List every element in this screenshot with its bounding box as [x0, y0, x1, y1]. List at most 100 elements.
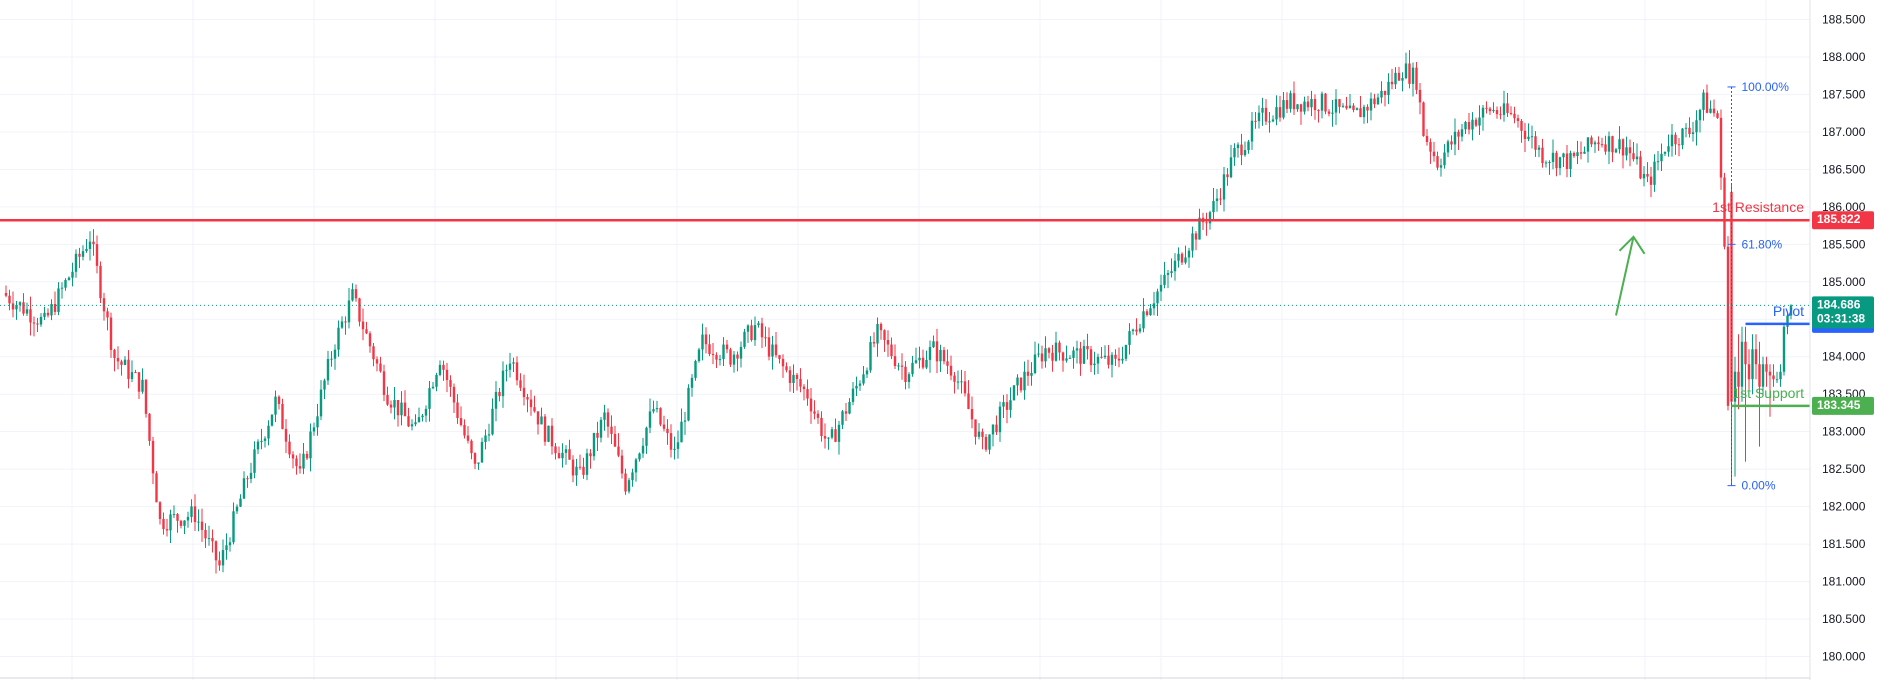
candle-bearish [1450, 141, 1453, 145]
candle-bullish [561, 452, 564, 459]
candle-bullish [1733, 371, 1737, 402]
candle-bearish [778, 355, 781, 359]
candle-bearish [246, 478, 249, 480]
candle-bearish [1026, 371, 1030, 376]
candle-bearish [872, 342, 876, 344]
candle-bearish [92, 241, 95, 245]
candle-bearish [277, 396, 281, 405]
candle-bearish [1194, 233, 1198, 240]
candle-bearish [1327, 111, 1331, 114]
candle-bullish [239, 498, 242, 507]
candle-bullish [260, 440, 263, 442]
candle-bearish [127, 359, 130, 379]
candle-bearish [1488, 108, 1492, 112]
candle-bullish [1257, 112, 1261, 122]
price-tick-label: 187.000 [1822, 125, 1866, 139]
candle-bullish [249, 472, 253, 479]
candle-bullish [1443, 152, 1446, 166]
candle-bearish [113, 349, 116, 358]
candle-bullish [232, 511, 235, 543]
candle-bearish [305, 453, 309, 459]
candle-bullish [1653, 161, 1656, 185]
candle-bearish [1432, 151, 1436, 157]
candle-bullish [1583, 151, 1586, 154]
candle-bullish [1439, 165, 1443, 168]
candle-bullish [221, 550, 225, 566]
candle-bearish [1744, 341, 1747, 365]
candle-bullish [1198, 217, 1201, 240]
candle-bearish [1107, 355, 1110, 365]
candle-bearish [361, 321, 365, 330]
candle-bullish [1131, 329, 1135, 332]
candle-bearish [281, 404, 284, 429]
candle-bearish [1737, 371, 1740, 387]
candle-bullish [627, 480, 631, 492]
candle-bearish [764, 337, 767, 339]
candle-bullish [43, 312, 46, 317]
candle-bearish [533, 407, 536, 412]
candle-bullish [718, 359, 722, 361]
candle-bearish [1674, 134, 1677, 145]
candle-bullish [956, 381, 960, 383]
candle-bearish [1639, 156, 1642, 179]
candle-bullish [81, 251, 85, 257]
candle-bullish [1233, 148, 1236, 158]
candle-bearish [1572, 153, 1576, 157]
candle-bullish [1023, 371, 1026, 391]
price-tick-label: 188.000 [1822, 50, 1866, 64]
fibonacci-layer: 100.00% 61.80% 0.00% [1727, 80, 1790, 493]
candle-bullish [1530, 136, 1534, 138]
candle-bullish [71, 271, 74, 278]
candle-bullish [1310, 99, 1313, 108]
candle-bearish [774, 344, 778, 356]
candle-bullish [1247, 141, 1250, 151]
candle-bearish [1747, 364, 1751, 380]
candle-bearish [1373, 98, 1376, 105]
candle-bullish [484, 435, 487, 442]
candle-bullish [410, 424, 414, 427]
candle-bearish [1366, 106, 1369, 111]
candle-bullish [1625, 147, 1628, 156]
candle-bullish [1009, 400, 1012, 410]
candle-bullish [480, 441, 484, 463]
candle-bullish [323, 380, 326, 390]
candle-bullish [876, 324, 879, 344]
candle-bullish [253, 449, 256, 473]
candle-bullish [1156, 291, 1159, 304]
candle-bullish [60, 287, 64, 289]
candle-bearish [582, 466, 585, 475]
candle-bullish [932, 341, 935, 348]
candle-bearish [1688, 127, 1691, 135]
fibonacci-label: 100.00% [1742, 80, 1790, 94]
candle-bearish [1383, 90, 1387, 96]
candle-bullish [57, 288, 60, 312]
candle-bullish [319, 389, 323, 417]
candle-bearish [1051, 352, 1054, 361]
candle-bearish [106, 311, 109, 318]
candle-bullish [1642, 173, 1646, 179]
candle-bullish [1289, 93, 1292, 109]
candle-bullish [1401, 78, 1404, 81]
candle-bullish [865, 370, 869, 375]
candle-bullish [228, 542, 232, 546]
candle-bullish [1250, 120, 1254, 142]
candle-bearish [662, 424, 666, 429]
candle-bearish [788, 370, 792, 384]
candle-bullish [1012, 385, 1016, 401]
candle-bullish [1334, 99, 1338, 113]
candle-bullish [1152, 303, 1156, 309]
candle-bearish [963, 381, 967, 394]
candle-bullish [960, 381, 963, 383]
candle-bearish [1677, 144, 1681, 146]
candle-bearish [820, 417, 823, 437]
candle-bearish [568, 449, 571, 460]
candle-bullish [547, 425, 550, 442]
candle-bearish [1429, 142, 1432, 152]
candle-bullish [435, 374, 438, 387]
candle-bullish [494, 391, 498, 409]
candle-bearish [1285, 100, 1289, 109]
candle-bullish [676, 442, 680, 449]
candle-bullish [848, 401, 851, 414]
